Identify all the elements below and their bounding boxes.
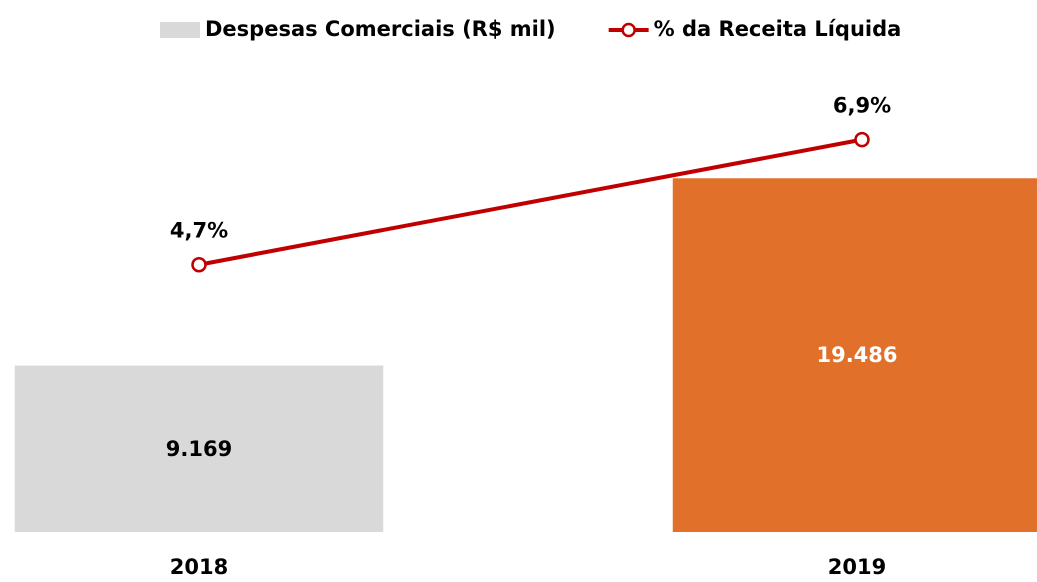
line-marker xyxy=(191,256,207,273)
legend-swatch xyxy=(160,22,200,38)
line xyxy=(198,137,863,267)
line-value-label: 6,9% xyxy=(833,94,891,118)
bar xyxy=(672,178,1037,532)
bar xyxy=(14,365,384,532)
legend-label: Despesas Comerciais (R$ mil) xyxy=(205,17,556,41)
legend-label: % da Receita Líquida xyxy=(654,17,902,41)
bar-value-label: 19.486 xyxy=(816,343,897,367)
line-marker xyxy=(854,131,870,148)
x-tick-label: 2018 xyxy=(170,555,228,579)
legend-marker xyxy=(621,22,636,38)
line-value-label: 4,7% xyxy=(170,219,228,243)
x-tick-label: 2019 xyxy=(828,555,886,579)
bar-value-label: 9.169 xyxy=(166,437,232,461)
